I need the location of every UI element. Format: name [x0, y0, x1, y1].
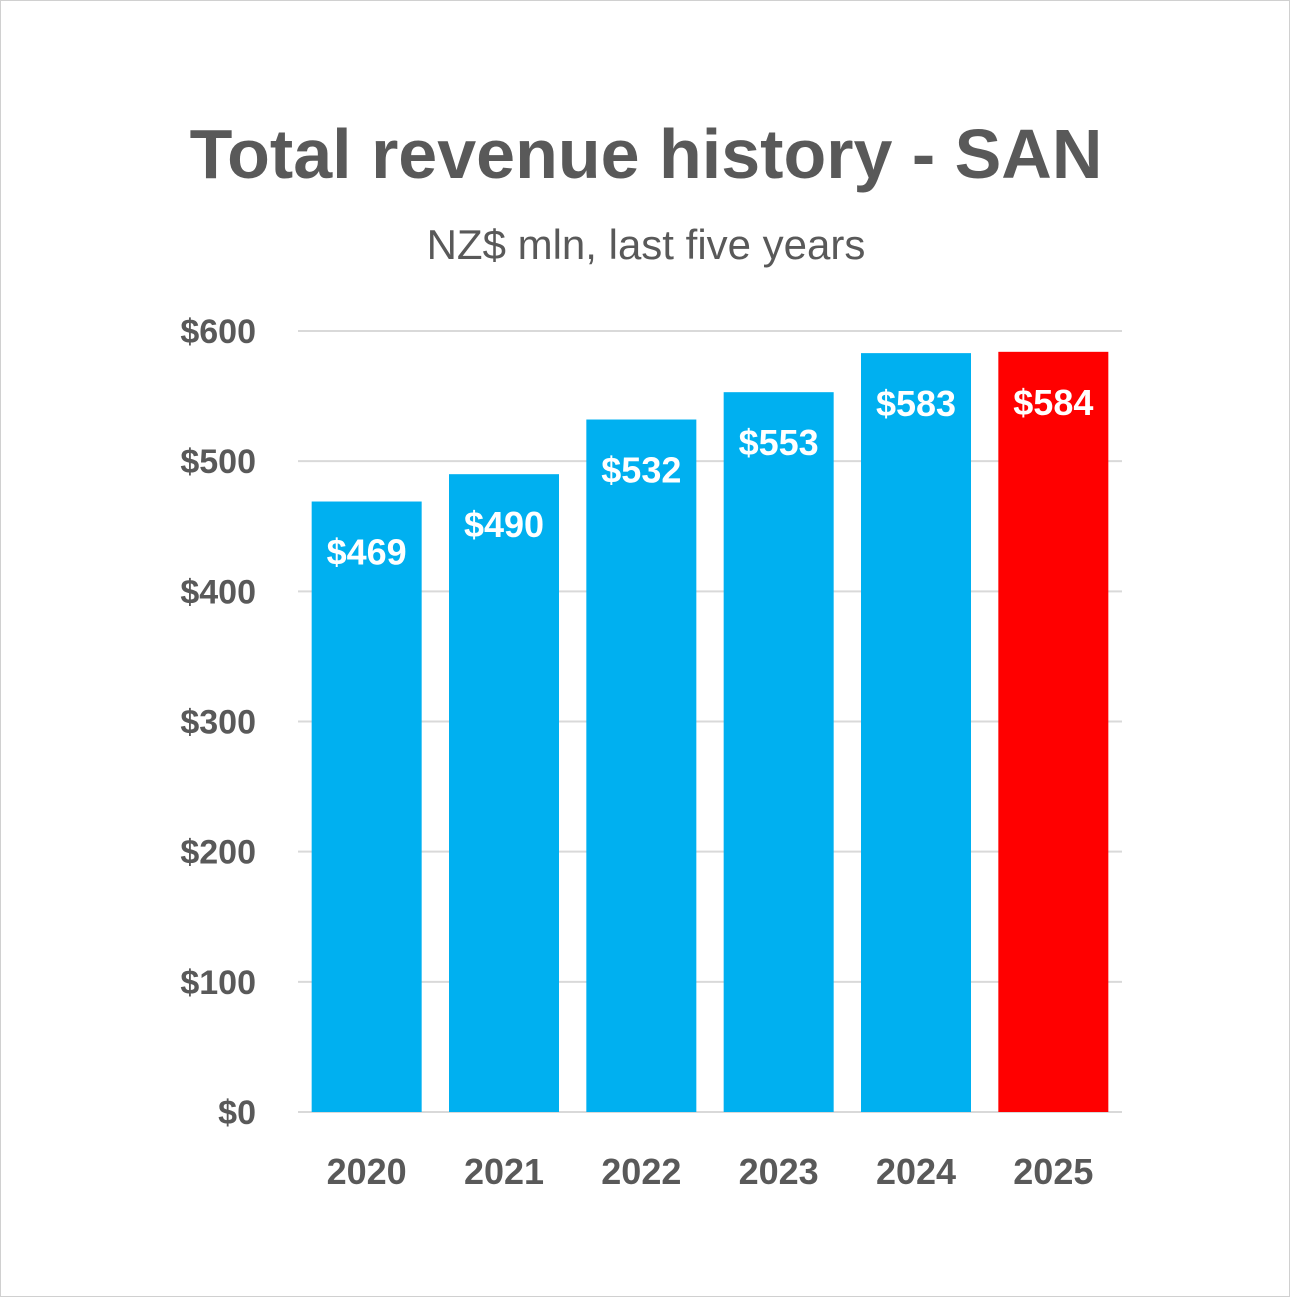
- bar-2023: [723, 392, 834, 1112]
- bar-2024: [861, 353, 971, 1113]
- y-tick-label: $300: [180, 704, 256, 742]
- bars: [311, 351, 1109, 1113]
- x-tick-label-2023: 2023: [739, 1151, 819, 1192]
- y-tick-label: $500: [180, 443, 256, 481]
- data-label-2024: $583: [876, 383, 956, 424]
- data-label-2021: $490: [464, 504, 544, 545]
- x-tick-label-2020: 2020: [327, 1151, 407, 1192]
- gridlines: [298, 330, 1122, 1113]
- x-axis-labels: 2020 2021 2022 2023 2024 2025: [327, 1151, 1094, 1192]
- y-tick-label: $200: [180, 834, 256, 872]
- y-axis-labels: $0 $100 $200 $300 $400 $500 $600: [180, 313, 256, 1132]
- data-label-2025: $584: [1013, 382, 1093, 423]
- bar-2025: [998, 351, 1109, 1112]
- bar-2020: [311, 501, 422, 1113]
- y-tick-label: $400: [180, 573, 256, 611]
- y-tick-label: $600: [180, 313, 256, 351]
- x-tick-label-2025: 2025: [1013, 1151, 1093, 1192]
- bar-2021: [449, 474, 559, 1112]
- x-tick-label-2022: 2022: [601, 1151, 681, 1192]
- data-label-2020: $469: [327, 532, 407, 573]
- y-tick-label: $100: [180, 964, 256, 1002]
- data-label-2023: $553: [739, 422, 819, 463]
- x-tick-label-2021: 2021: [464, 1151, 544, 1192]
- y-tick-label: $0: [218, 1094, 256, 1132]
- x-tick-label-2024: 2024: [876, 1151, 956, 1192]
- data-labels: $469 $490 $532 $553 $583 $584: [327, 382, 1094, 573]
- chart-title: Total revenue history - SAN: [189, 115, 1103, 193]
- data-label-2022: $532: [601, 450, 681, 491]
- bar-2022: [586, 419, 697, 1113]
- chart-subtitle: NZ$ mln, last five years: [426, 221, 866, 268]
